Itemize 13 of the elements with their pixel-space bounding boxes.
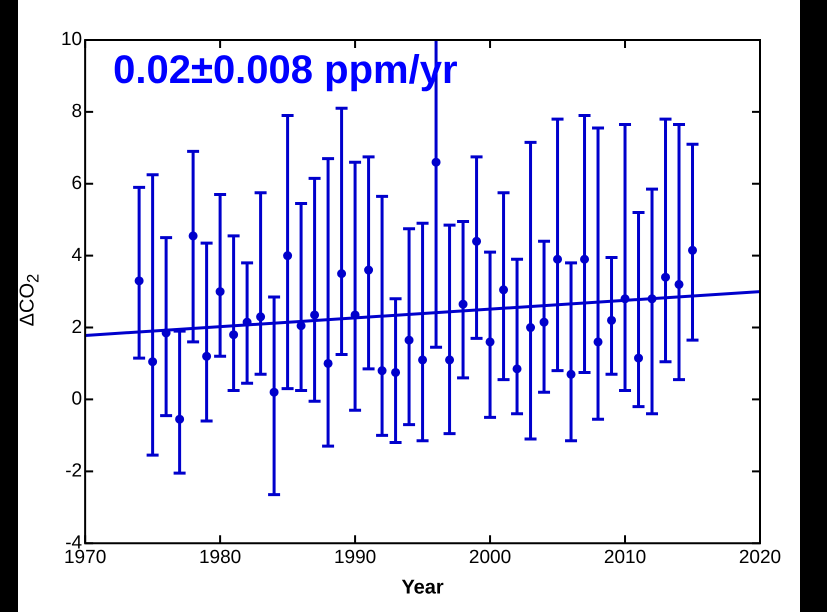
x-tick-label: 1980 [198, 546, 242, 568]
y-tick-label: 10 [60, 29, 82, 50]
x-axis-title: Year [401, 576, 444, 599]
x-tick-label: 1990 [334, 546, 376, 568]
y-tick-label: 4 [72, 244, 83, 266]
x-tick-label: 2000 [468, 546, 512, 568]
y-tick-label: 6 [72, 173, 82, 194]
y-tick-label: 2 [72, 316, 82, 338]
y-tick-label: 8 [72, 101, 82, 122]
x-tick-label: 2010 [604, 546, 646, 568]
y-tick-label: 0 [72, 388, 82, 410]
x-tick-label: 2020 [738, 546, 782, 568]
y-tick-label: -2 [65, 460, 82, 482]
